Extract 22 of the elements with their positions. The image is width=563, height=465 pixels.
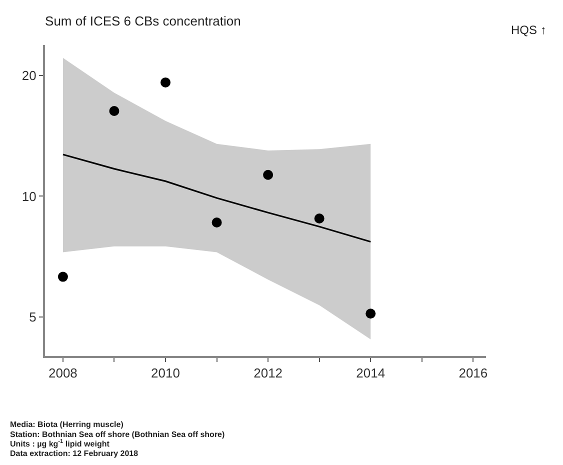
text: Data extraction: 12 February 2018 bbox=[10, 449, 139, 458]
point bbox=[160, 77, 171, 88]
point bbox=[212, 218, 222, 228]
text: Media: Biota (Herring muscle) bbox=[10, 420, 124, 429]
point bbox=[58, 272, 68, 282]
x-tick-label: 2012 bbox=[254, 366, 283, 381]
x-tick-label: 2010 bbox=[151, 366, 180, 381]
text: HQS ↑ bbox=[511, 23, 546, 37]
text: Units : µg kg$^{-1}$ lipid weight bbox=[10, 439, 110, 448]
point bbox=[366, 308, 376, 319]
y-tick-label: 10 bbox=[22, 188, 36, 204]
y-tick-label: 5 bbox=[29, 310, 36, 325]
point bbox=[263, 170, 274, 180]
point bbox=[109, 106, 120, 116]
y-tick-label: 20 bbox=[22, 68, 36, 83]
point bbox=[314, 214, 324, 224]
x-tick-label: 2016 bbox=[458, 366, 488, 381]
x-tick-label: 2014 bbox=[356, 366, 386, 381]
x-tick-label: 2008 bbox=[48, 366, 78, 381]
line-series bbox=[62, 154, 372, 243]
text: Station: Bothnian Sea off shore (Bothnian Sea off shore) bbox=[10, 430, 226, 439]
chart-title: Sum of ICES 6 CBs concentration bbox=[45, 13, 241, 28]
